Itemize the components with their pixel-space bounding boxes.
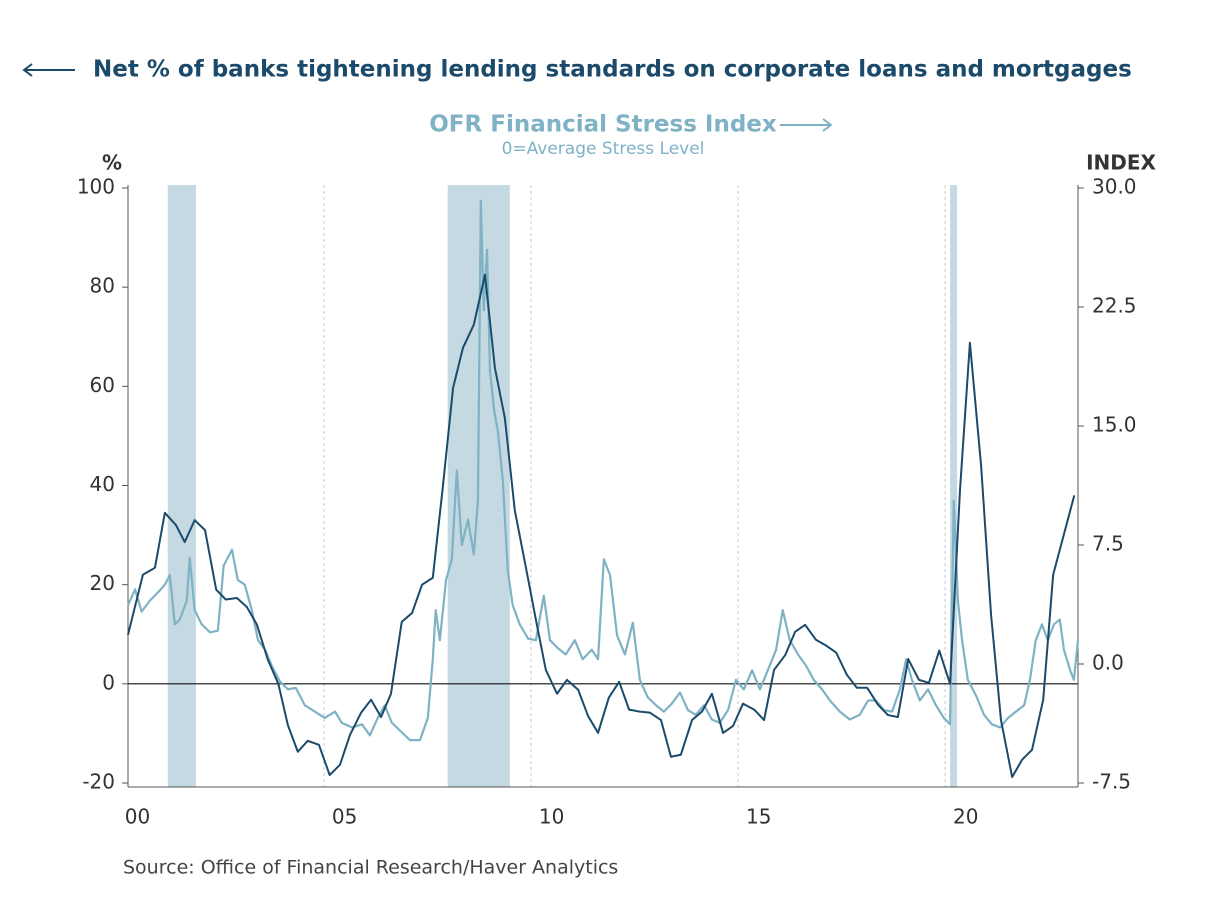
legend-arrow-head [22,63,33,77]
y-tick-label: 80 [90,274,115,298]
plot-area: 00 05 10 15 20 -20 0 20 40 60 80 100 -7.5 0.0 7.5 15.0 2… [77,175,1137,829]
y-tick-label: 20 [90,571,115,595]
y2-tick-label: 22.5 [1092,294,1137,318]
x-tick-label: 20 [953,805,978,829]
y2-tick-label: 15.0 [1092,413,1137,437]
legend-arrow-head [822,118,833,132]
series-line [126,199,1080,742]
y2-tick-label: 30.0 [1092,175,1137,199]
y-tick-label: 60 [90,373,115,397]
y2-axis-label: INDEX [1086,151,1156,175]
x-tick-label: 15 [746,805,771,829]
y-tick-label: -20 [82,770,115,794]
y-tick-label: 40 [90,472,115,496]
legend-label: OFR Financial Stress Index [429,112,777,138]
legend-label: Net % of banks tightening lending standa… [93,57,1132,83]
subtitle: 0=Average Stress Level [502,139,705,159]
recession-shade [950,185,958,787]
recession-shade [167,185,196,787]
y-tick-label: 100 [77,175,115,199]
y2-tick-label: 7.5 [1092,532,1124,556]
x-tick-label: 05 [332,805,357,829]
y2-tick-label: 0.0 [1092,651,1124,675]
source: Source: Office of Financial Research/Hav… [123,857,618,879]
y-tick-label: 0 [102,670,115,694]
y-axis-label: % [102,151,122,175]
y2-tick-label: -7.5 [1092,770,1131,794]
x-tick-label: 10 [539,805,564,829]
x-tick-label: 00 [125,805,150,829]
series-line [127,273,1076,779]
